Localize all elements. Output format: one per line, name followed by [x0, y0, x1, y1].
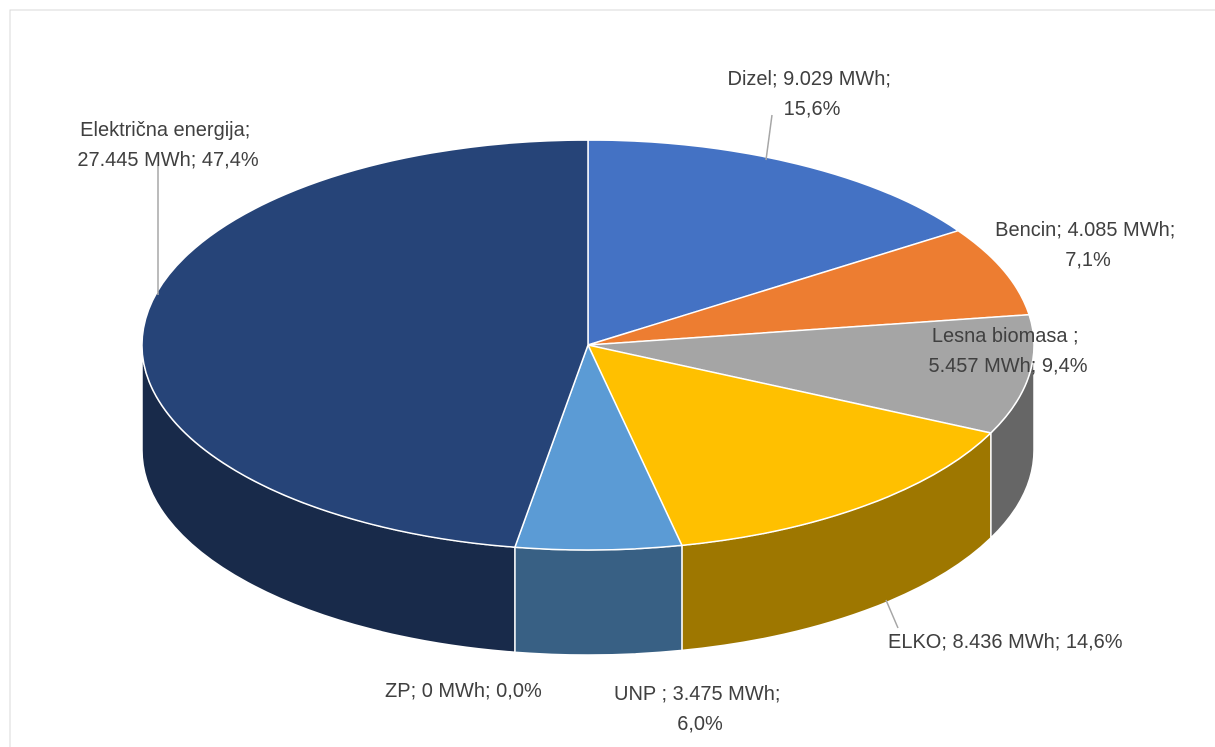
data-label-part: Lesna biomasa	[932, 325, 1073, 347]
data-label-part: ;	[1073, 325, 1084, 347]
data-label: Dizel; 9.029 MWh; 15,6%	[728, 68, 897, 120]
data-label-part: 14,6%	[1066, 631, 1123, 653]
pie-slice	[513, 343, 684, 551]
pie-side	[514, 544, 683, 656]
data-labels: Dizel; 9.029 MWh; 15,6% Bencin; 4.085 MWh…	[77, 68, 1180, 735]
data-label-part: 3.475 MWh	[673, 683, 775, 705]
data-label-part: 7,1%	[1065, 249, 1111, 271]
data-label-part: 47,4%	[202, 149, 259, 171]
data-label-part: 9.029 MWh	[783, 68, 885, 90]
data-label-part: ZP	[385, 680, 411, 702]
data-label-part: ;	[1055, 631, 1066, 653]
data-label: UNP ; 3.475 MWh; 6,0%	[614, 683, 786, 735]
data-label-part: 5.457 MWh	[929, 355, 1031, 377]
data-label-part: 15,6%	[784, 98, 841, 120]
pie-slice	[586, 343, 993, 547]
data-label: Bencin; 4.085 MWh; 7,1%	[995, 219, 1181, 271]
data-label-part: 6,0%	[677, 713, 723, 735]
data-label-part: ;	[1170, 219, 1181, 241]
data-label-part: 4.085 MWh	[1067, 219, 1169, 241]
data-label: ELKO; 8.436 MWh; 14,6%	[888, 631, 1123, 653]
chart-border	[9, 9, 1215, 747]
data-label-part: Bencin	[995, 219, 1056, 241]
pie-slice	[587, 313, 1035, 434]
leader-line	[765, 114, 773, 161]
data-label-part: 9,4%	[1042, 355, 1088, 377]
data-label-part: 0,0%	[496, 680, 542, 702]
leader-lines	[157, 114, 899, 629]
data-label-part: ;	[941, 631, 952, 653]
data-label-part: ;	[1056, 219, 1067, 241]
data-label: Električna energija; 27.445 MWh; 47,4%	[77, 119, 258, 171]
data-label-part: 8.436 MWh	[952, 631, 1054, 653]
data-label-part: UNP	[614, 683, 661, 705]
data-label: Lesna biomasa ; 5.457 MWh; 9,4%	[929, 325, 1088, 377]
data-label-part: ;	[775, 683, 786, 705]
pie-tops	[141, 139, 1035, 551]
leader-line	[885, 599, 899, 629]
data-label-part: ;	[485, 680, 496, 702]
data-label: ZP; 0 MWh; 0,0%	[385, 680, 542, 702]
data-label-part: ;	[661, 683, 672, 705]
pie-slice	[587, 229, 1031, 346]
data-label-part: ;	[772, 68, 783, 90]
data-label-part: ;	[411, 680, 422, 702]
data-label-part: ;	[885, 68, 896, 90]
data-label-part: Električna energija	[80, 119, 245, 141]
pie-slice	[141, 139, 589, 549]
data-label-part: Dizel	[728, 68, 772, 90]
data-label-part: ELKO	[888, 631, 941, 653]
data-label-part: ;	[245, 119, 256, 141]
pie-slice	[587, 139, 960, 347]
data-label-part: 0 MWh	[422, 680, 485, 702]
pie-sides	[141, 344, 1035, 656]
data-label-part: ;	[191, 149, 202, 171]
data-label-part: ;	[1031, 355, 1042, 377]
data-label-part: 27.445 MWh	[77, 149, 190, 171]
